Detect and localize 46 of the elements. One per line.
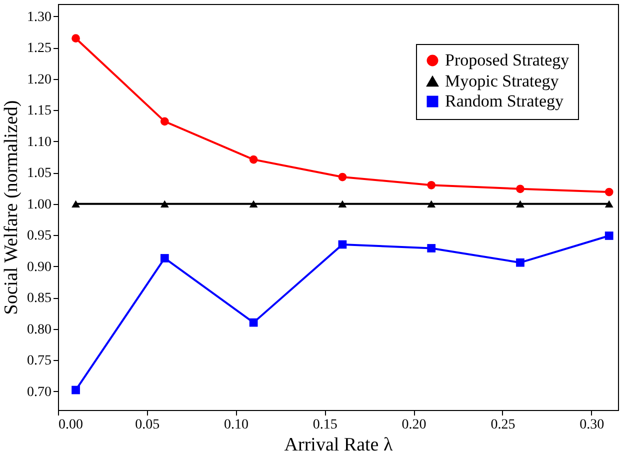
- y-tick-label: 1.30: [27, 10, 52, 25]
- point: [338, 172, 347, 182]
- x-axis-title: Arrival Rate λ: [284, 434, 394, 456]
- y-tick-label: 0.85: [27, 291, 52, 306]
- x-tick-label: 0.20: [402, 418, 426, 432]
- point: [72, 200, 80, 208]
- legend-label: Myopic Strategy: [445, 72, 560, 90]
- point: [427, 244, 436, 252]
- point: [604, 232, 614, 240]
- point: [516, 258, 524, 267]
- y-tick-label: 0.90: [27, 260, 52, 275]
- y-tick-label: 1.10: [27, 134, 52, 150]
- point: [338, 240, 347, 249]
- point: [249, 155, 258, 164]
- point: [516, 184, 524, 194]
- point: [160, 200, 169, 208]
- point: [604, 188, 614, 196]
- y-tick-label: 0.75: [27, 354, 52, 369]
- point: [427, 180, 436, 190]
- point: [338, 200, 347, 208]
- legend-label: Random Strategy: [445, 92, 564, 110]
- y-tick-label: 0.80: [27, 322, 52, 338]
- point: [604, 200, 614, 208]
- point: [72, 386, 80, 394]
- y-tick-label: 1.20: [27, 72, 52, 88]
- x-tick-label: 0.05: [135, 418, 160, 432]
- point: [516, 200, 524, 208]
- y-tick-label: 0.70: [27, 384, 52, 400]
- point: [72, 34, 80, 43]
- x-tick-label: 0.10: [224, 418, 249, 432]
- y-tick-label: 1.05: [27, 166, 52, 182]
- x-tick-label: 0.30: [580, 418, 604, 432]
- legend-label: Proposed Strategy: [445, 50, 570, 70]
- y-axis-title: Social Welfare (normalized): [1, 100, 22, 315]
- x-tick-label: 0.25: [490, 418, 516, 432]
- point: [160, 117, 169, 126]
- point: [249, 200, 258, 208]
- point: [427, 200, 436, 208]
- point: [160, 254, 169, 262]
- y-tick-label: 1.15: [27, 104, 52, 119]
- y-tick-label: 1.00: [27, 197, 52, 212]
- point: [249, 318, 258, 327]
- x-tick-label: 0.00: [58, 418, 83, 432]
- y-tick-label: 0.95: [27, 228, 52, 244]
- x-tick-label: 0.15: [312, 418, 338, 432]
- y-tick-label: 1.25: [27, 41, 52, 56]
